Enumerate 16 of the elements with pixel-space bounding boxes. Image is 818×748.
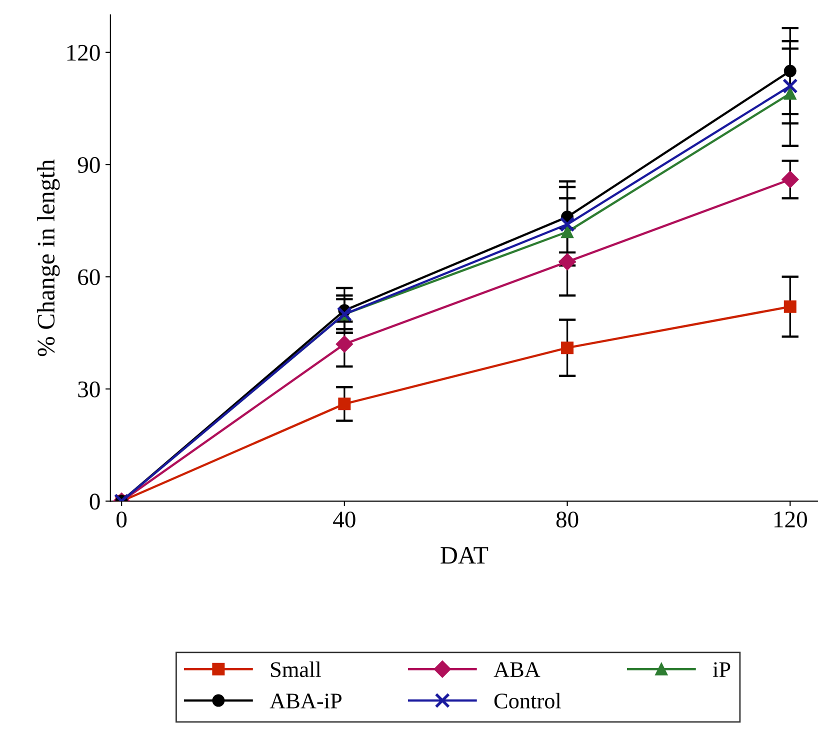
y-axis-title: % Change in length — [36, 159, 60, 356]
x-axis-title: DAT — [440, 547, 488, 564]
legend-label: Small — [271, 661, 321, 678]
x-tick-label: 80 — [556, 512, 578, 528]
legend-label: iP — [712, 662, 730, 677]
legend-label: Control — [494, 692, 561, 709]
x-tick-label: 0 — [116, 512, 127, 528]
legend-label: ABA — [494, 662, 540, 677]
x-tick-label: 120 — [774, 512, 807, 528]
y-tick-label: 120 — [67, 44, 100, 61]
y-tick-label: 30 — [78, 381, 100, 398]
x-tick-label: 40 — [333, 512, 356, 528]
y-tick-label: 0 — [90, 494, 100, 510]
legend-label: ABA-iP — [270, 694, 342, 708]
y-tick-label: 90 — [78, 157, 100, 173]
y-tick-label: 60 — [78, 269, 100, 286]
